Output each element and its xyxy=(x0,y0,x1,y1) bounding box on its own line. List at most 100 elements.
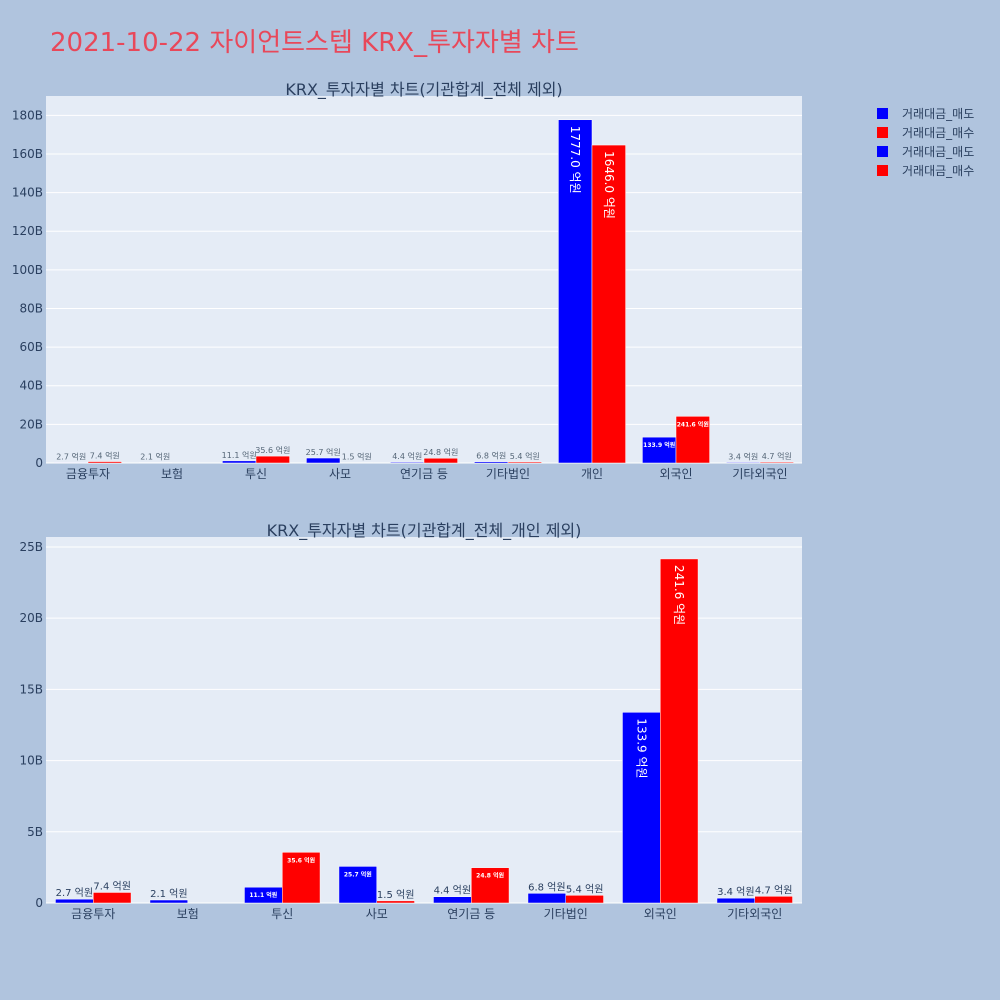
y-tick-label: 140B xyxy=(12,186,43,200)
data-label: 2.1 억원 xyxy=(140,452,170,462)
bar xyxy=(255,455,290,464)
data-label: 4.4 억원 xyxy=(434,885,471,897)
data-label: 7.4 억원 xyxy=(90,451,120,461)
bar xyxy=(754,896,793,904)
data-label: 4.7 억원 xyxy=(755,884,792,896)
y-tick-label: 25B xyxy=(19,540,43,554)
y-tick-label: 160B xyxy=(12,147,43,161)
y-tick-label: 15B xyxy=(19,682,43,696)
data-label: 3.4 억원 xyxy=(728,451,758,461)
data-label: 1.5 억원 xyxy=(377,889,414,901)
bar xyxy=(55,898,94,904)
legend-entry: 거래대금_매도 xyxy=(902,145,974,159)
data-label: 25.7 억원 xyxy=(306,447,341,457)
x-tick-label: 기타외국인 xyxy=(727,907,782,921)
y-tick-label: 0 xyxy=(35,456,43,470)
data-label: 133.9 억원 xyxy=(643,441,675,449)
y-tick-label: 180B xyxy=(12,108,43,122)
bar xyxy=(507,461,542,464)
data-label: 25.7 억원 xyxy=(344,870,372,878)
y-tick-label: 120B xyxy=(12,224,43,238)
data-label: 35.6 억원 xyxy=(287,856,315,864)
x-tick-label: 외국인 xyxy=(644,907,677,921)
bar xyxy=(759,461,794,464)
data-label: 241.6 억원 xyxy=(677,420,709,428)
data-label: 4.7 억원 xyxy=(762,451,792,461)
data-label: 24.8 억원 xyxy=(476,872,504,880)
bar xyxy=(149,899,188,904)
data-label: 3.4 억원 xyxy=(717,886,754,898)
legend-swatch xyxy=(877,165,888,176)
chart-subtitle: KRX_투자자별 차트(기관합계_전체 제외) xyxy=(285,80,562,100)
chart-subtitle: KRX_투자자별 차트(기관합계_전체_개인 제외) xyxy=(267,521,582,541)
chart-panel-2: 0 5B 10B 15B 20B 25B KRX_투자자별 차트(기관합계_전체_개인 제외… xyxy=(19,521,802,921)
x-tick-label: 투신 xyxy=(245,467,267,481)
bar xyxy=(433,896,472,904)
bar xyxy=(222,460,257,464)
bar xyxy=(474,461,509,464)
x-tick-label: 사모 xyxy=(366,907,388,921)
legend-swatch xyxy=(877,146,888,157)
x-tick-label: 금융투자 xyxy=(71,907,115,921)
y-tick-label: 40B xyxy=(19,379,43,393)
y-tick-label: 10B xyxy=(19,754,43,768)
bar xyxy=(527,893,567,904)
y-tick-label: 80B xyxy=(19,301,43,315)
x-tick-label: 개인 xyxy=(581,467,603,481)
data-label: 1.5 억원 xyxy=(342,452,372,462)
bar xyxy=(87,461,122,464)
x-tick-label: 기타법인 xyxy=(486,467,530,481)
chart-panel-1: 0 20B 40B 60B 80B 100B 120B 140B 160B 180B KRX_투자자… xyxy=(12,80,802,481)
x-tick-label: 투신 xyxy=(271,907,293,921)
bar xyxy=(558,119,593,464)
data-label: 133.9 억원 xyxy=(634,718,648,778)
x-tick-label: 사모 xyxy=(329,467,351,481)
page-title: 2021-10-22 자이언트스텝 KRX_투자자별 차트 xyxy=(50,28,579,58)
x-tick-label: 외국인 xyxy=(659,467,692,481)
data-label: 1646.0 억원 xyxy=(602,151,616,219)
legend-entry: 거래대금_매도 xyxy=(902,107,974,121)
bar xyxy=(306,457,341,464)
bar xyxy=(660,558,699,904)
data-label: 35.6 억원 xyxy=(255,445,290,455)
bar xyxy=(591,144,626,464)
bar xyxy=(726,462,761,464)
bar xyxy=(390,461,425,464)
plot-area xyxy=(46,96,802,463)
data-label: 6.8 억원 xyxy=(476,451,506,461)
data-label: 24.8 억원 xyxy=(423,447,458,457)
bar xyxy=(622,712,661,904)
data-label: 6.8 억원 xyxy=(528,881,565,893)
legend-swatch xyxy=(877,108,888,119)
bar xyxy=(93,892,132,904)
legend-entry: 거래대금_매수 xyxy=(902,126,974,140)
y-tick-label: 20B xyxy=(19,611,43,625)
data-label: 4.4 억원 xyxy=(392,451,422,461)
x-tick-label: 기타외국인 xyxy=(732,467,787,481)
y-tick-label: 20B xyxy=(19,417,43,431)
y-tick-label: 0 xyxy=(35,896,43,910)
legend-swatch xyxy=(877,127,888,138)
data-label: 11.1 억원 xyxy=(222,450,257,460)
y-tick-label: 5B xyxy=(27,825,43,839)
data-label: 2.7 억원 xyxy=(56,887,93,899)
bar xyxy=(338,866,378,904)
bar xyxy=(471,867,510,904)
y-tick-label: 60B xyxy=(19,340,43,354)
data-label: 1777.0 억원 xyxy=(568,126,582,194)
x-tick-label: 보험 xyxy=(177,907,199,921)
data-label: 5.4 억원 xyxy=(566,883,603,895)
x-tick-label: 연기금 등 xyxy=(400,467,448,481)
data-label: 241.6 억원 xyxy=(672,565,686,625)
data-label: 11.1 억원 xyxy=(249,891,277,899)
bar xyxy=(565,895,604,904)
data-label: 2.1 억원 xyxy=(150,888,187,900)
x-tick-label: 기타법인 xyxy=(544,907,588,921)
bar xyxy=(642,436,677,464)
bar xyxy=(716,897,756,904)
bar xyxy=(54,462,89,464)
y-tick-label: 100B xyxy=(12,263,43,277)
x-tick-label: 금융투자 xyxy=(66,467,110,481)
bar xyxy=(423,457,458,464)
